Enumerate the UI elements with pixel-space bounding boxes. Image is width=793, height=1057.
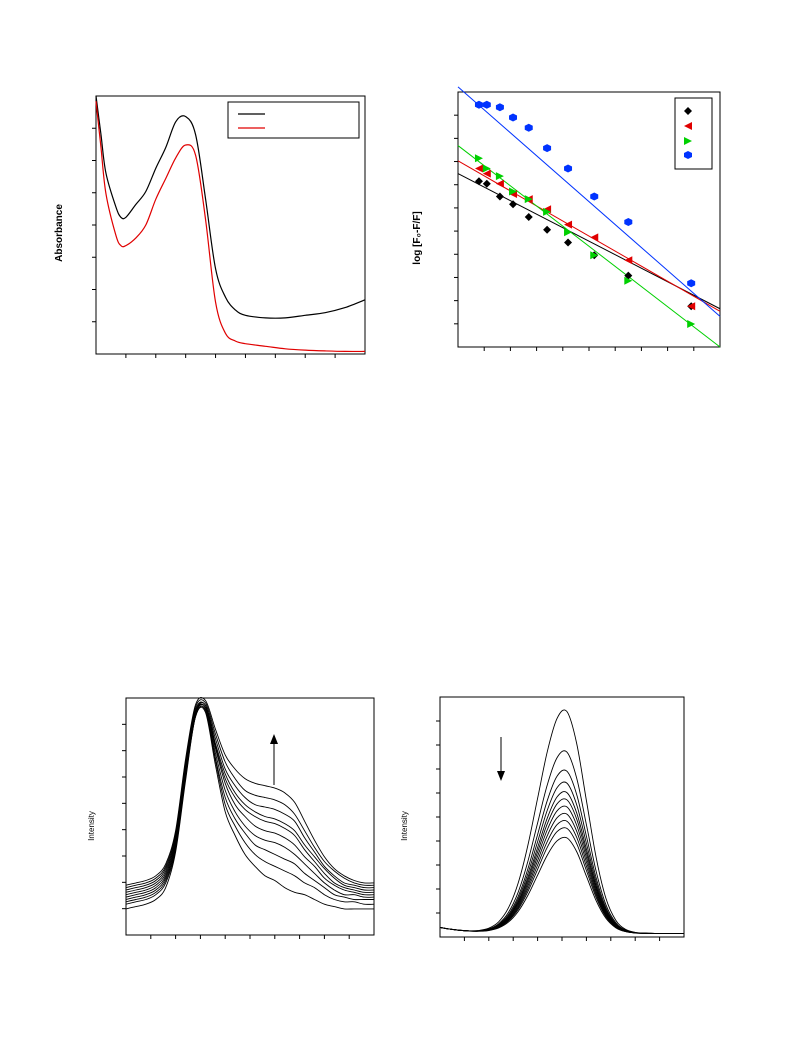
- log-plot-point-diamond: [509, 200, 518, 209]
- absorbance-y-axis-label: Absorbance: [54, 204, 65, 262]
- intensity-rising-series-line-4: [125, 704, 375, 898]
- log-plot-point-triangle-right: [564, 228, 573, 237]
- intensity-rising-series-line-5: [125, 703, 375, 896]
- absorbance-ticks: [92, 127, 336, 358]
- intensity-rising-series-line-6: [125, 701, 375, 893]
- log-legend-marker-triangle-right: [684, 137, 692, 145]
- log-plot-point-diamond: [495, 192, 504, 201]
- intensity-falling-panel: Intensity: [400, 696, 685, 941]
- intensity-rising-ticks: [122, 723, 350, 939]
- intensity-rising-y-axis-label: Intensity: [87, 811, 96, 841]
- log-plot-point-diamond: [543, 225, 552, 234]
- intensity-rising-series-line-3: [125, 703, 375, 900]
- log-plot-fit-line-2: [457, 145, 721, 348]
- log-plot-point-triangle-right: [590, 251, 599, 260]
- intensity-falling-series-line-7: [439, 812, 684, 934]
- intensity-falling-series-line-0: [439, 709, 684, 934]
- increase-arrow-head-icon: [270, 734, 278, 744]
- log-plot-point-triangle-right: [524, 195, 533, 204]
- intensity-rising-series-line-7: [125, 701, 375, 891]
- log-plot-point-triangle-left: [495, 179, 504, 188]
- log-plot-point-triangle-right: [495, 172, 504, 181]
- log-plot-point-triangle-right: [474, 154, 483, 163]
- intensity-rising-series-lines: [125, 697, 375, 910]
- log-plot-fit-line-3: [457, 86, 721, 317]
- log-plot-point-triangle-left: [590, 233, 599, 242]
- log-plot-point-diamond: [524, 212, 533, 221]
- log-legend-marker-hexagon: [684, 151, 692, 159]
- intensity-rising-frame: [125, 697, 375, 936]
- log-quenching-panel: log [F₀-F/F]: [412, 86, 721, 351]
- log-legend-marker-triangle-left: [684, 122, 692, 130]
- log-plot-point-hexagon: [495, 103, 504, 112]
- intensity-rising-series-line-0: [125, 706, 374, 910]
- intensity-falling-series-lines: [439, 709, 684, 934]
- intensity-rising-panel: Intensity: [87, 697, 375, 939]
- log-plot-point-diamond: [482, 179, 491, 188]
- log-plot-point-hexagon: [564, 164, 573, 173]
- absorbance-legend: [227, 101, 360, 139]
- log-plot-point-diamond: [474, 177, 483, 186]
- log-plot-points: [474, 100, 696, 329]
- decrease-arrow-head-icon: [497, 771, 505, 781]
- intensity-falling-series-line-3: [439, 781, 684, 934]
- log-plot-legend-box: [674, 97, 713, 170]
- log-plot-legend: [674, 97, 713, 170]
- log-plot-point-triangle-left: [474, 164, 483, 173]
- intensity-falling-series-line-4: [439, 791, 684, 934]
- intensity-falling-frame: [439, 696, 685, 938]
- log-plot-point-diamond: [564, 238, 573, 247]
- intensity-falling-series-line-10: [439, 836, 684, 934]
- log-plot-point-hexagon: [624, 218, 633, 227]
- log-plot-point-hexagon: [687, 279, 696, 288]
- intensity-falling-series-line-1: [439, 750, 684, 934]
- log-plot-ticks: [454, 114, 695, 351]
- log-plot-point-triangle-right: [509, 187, 518, 196]
- log-plot-point-triangle-right: [543, 207, 552, 216]
- log-plot-point-triangle-right: [624, 276, 633, 285]
- intensity-falling-series-line-6: [439, 805, 684, 934]
- log-plot-point-hexagon: [524, 123, 533, 132]
- intensity-falling-ticks: [436, 720, 661, 941]
- intensity-rising-series-line-9: [125, 697, 375, 886]
- absorbance-series-line-0: [95, 95, 366, 319]
- intensity-rising-series-line-2: [125, 705, 374, 903]
- log-plot-point-hexagon: [474, 100, 483, 109]
- intensity-falling-series-line-5: [439, 798, 684, 934]
- log-plot-y-axis-label: log [F₀-F/F]: [412, 211, 423, 264]
- log-plot-point-triangle-right: [687, 320, 696, 329]
- intensity-falling-series-line-9: [439, 827, 684, 934]
- log-plot-point-triangle-left: [564, 220, 573, 229]
- absorbance-legend-box: [227, 101, 360, 139]
- log-legend-marker-diamond: [684, 107, 692, 115]
- absorbance-series-line-1: [95, 101, 366, 353]
- log-plot-point-triangle-left: [624, 256, 633, 265]
- absorbance-series-lines: [95, 95, 366, 353]
- intensity-rising-series-line-8: [125, 699, 375, 889]
- log-plot-point-triangle-right: [482, 164, 491, 173]
- log-plot-point-diamond: [624, 271, 633, 280]
- intensity-rising-series-line-1: [125, 705, 375, 905]
- intensity-falling-series-line-2: [439, 769, 684, 934]
- log-plot-point-hexagon: [590, 192, 599, 201]
- log-plot-point-triangle-left: [482, 169, 491, 178]
- log-plot-point-hexagon: [509, 113, 518, 122]
- absorbance-panel: Absorbance: [54, 95, 366, 358]
- log-plot-point-hexagon: [482, 100, 491, 109]
- log-plot-point-triangle-left: [687, 302, 696, 311]
- log-plot-point-hexagon: [543, 144, 552, 153]
- intensity-falling-y-axis-label: Intensity: [400, 811, 409, 841]
